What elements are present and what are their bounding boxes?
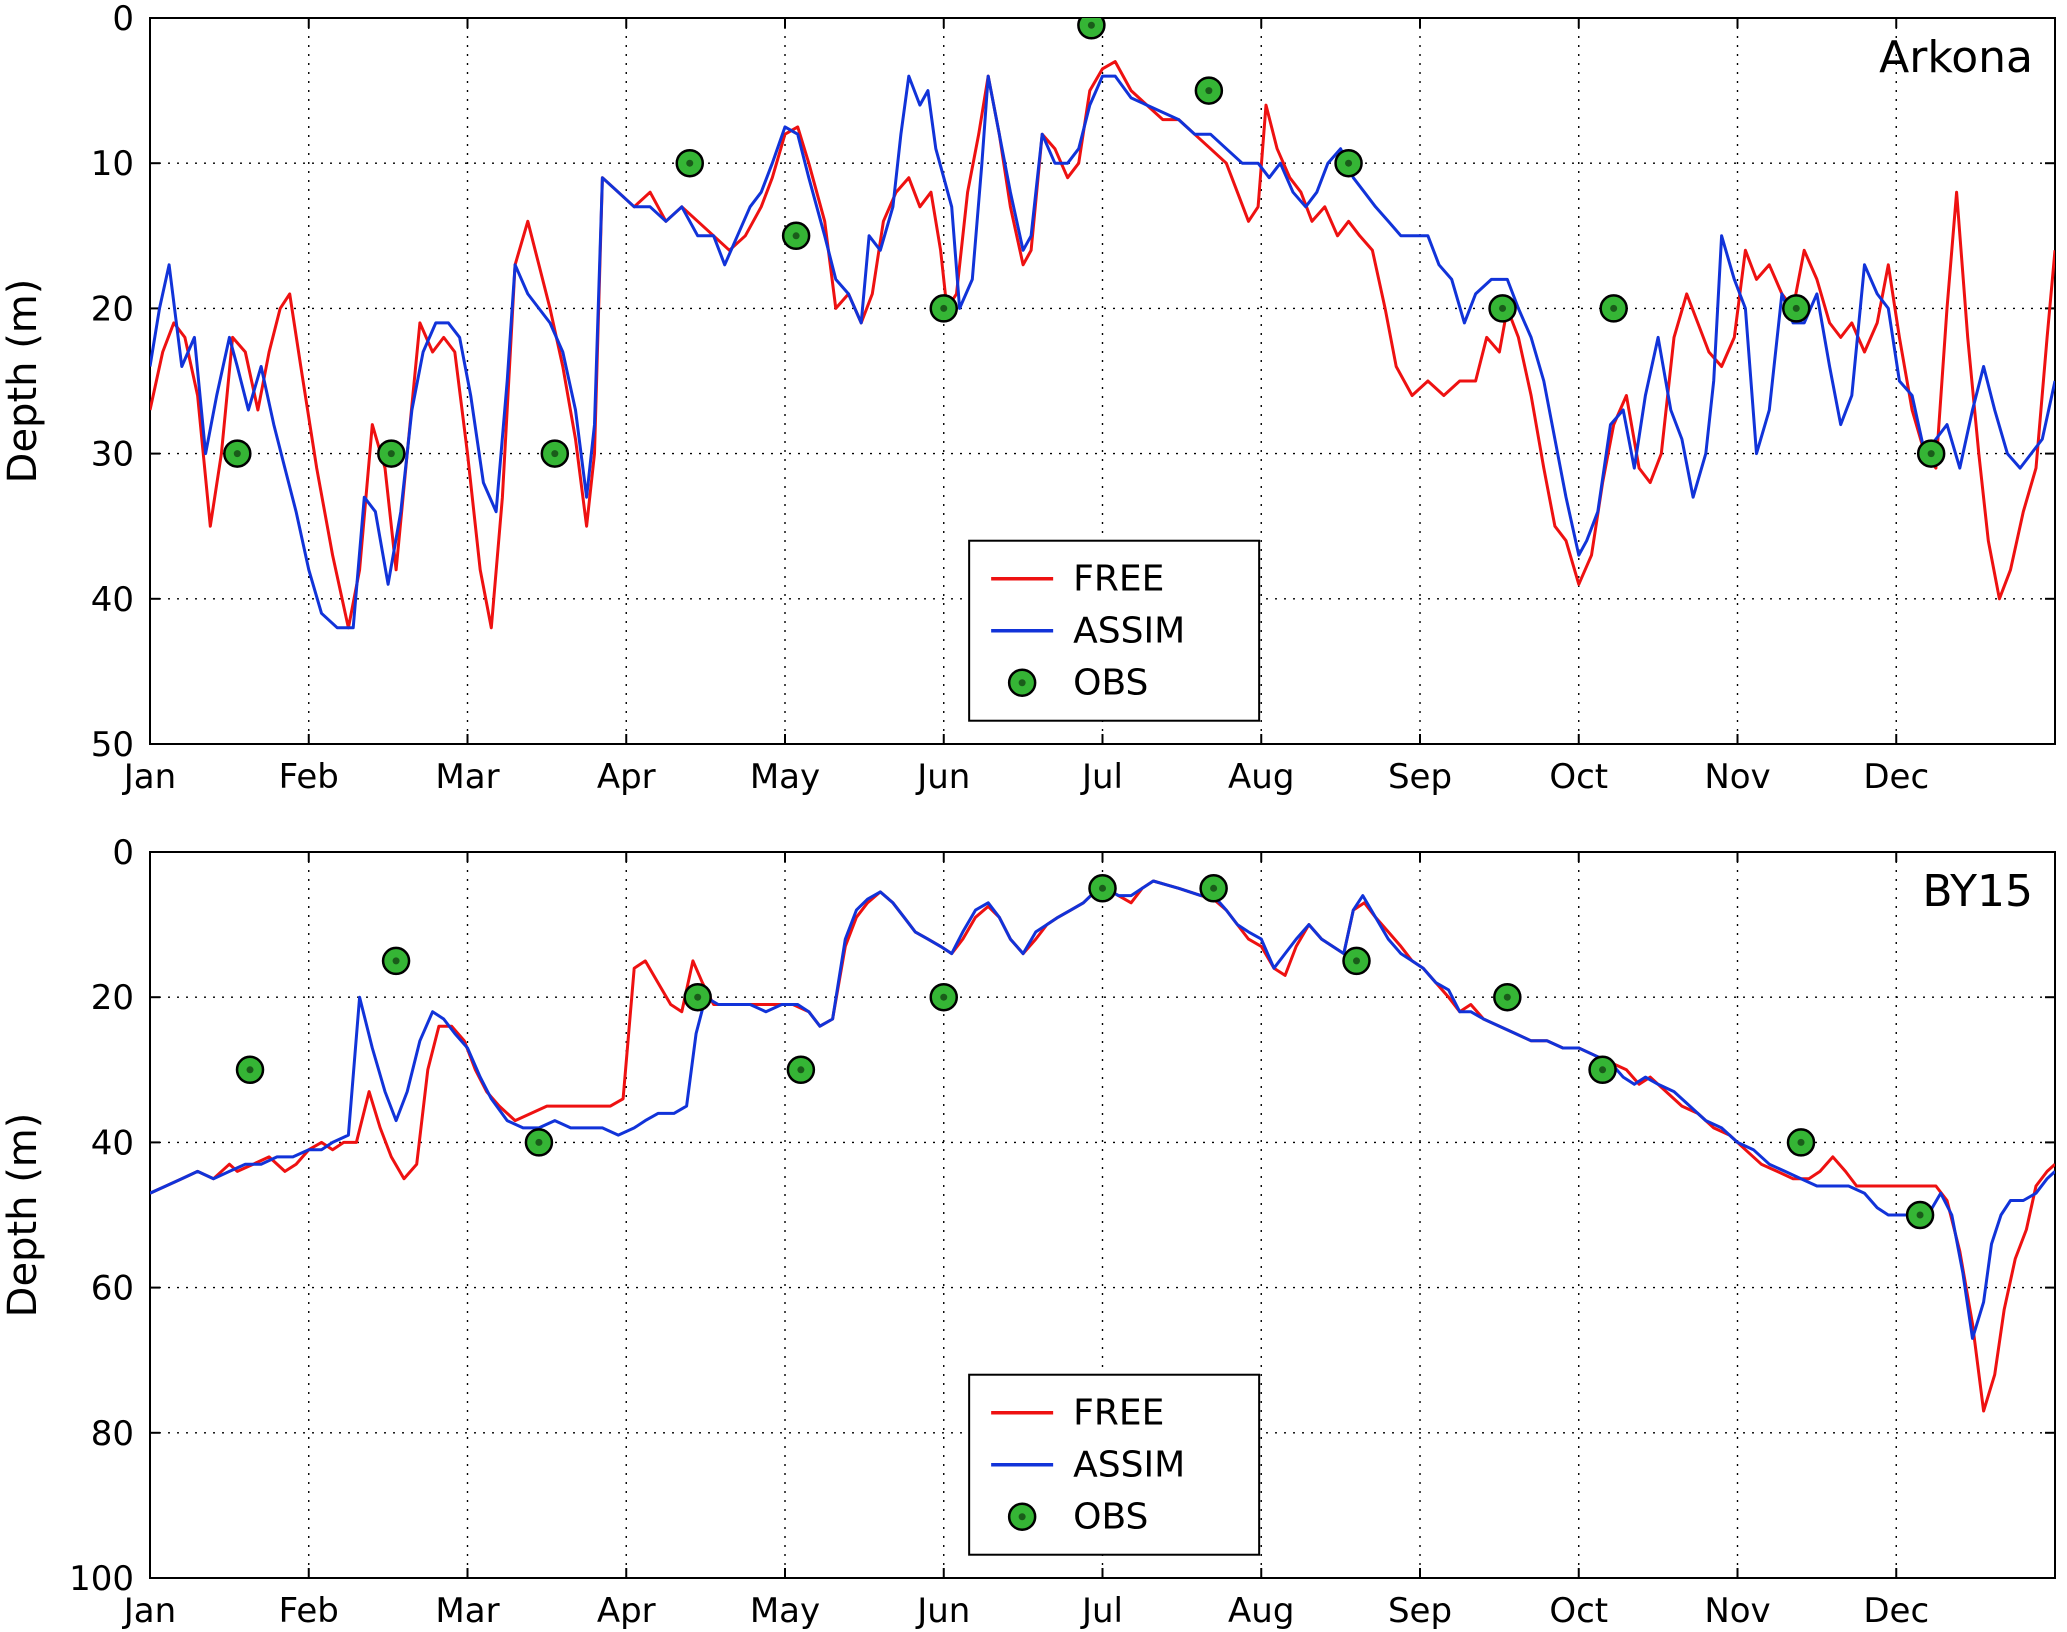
x-tick-label: Apr — [597, 1591, 656, 1631]
obs-marker-center — [1205, 87, 1213, 95]
y-tick-label: 50 — [91, 725, 134, 765]
obs-marker-center — [694, 993, 702, 1001]
series-group — [150, 874, 2055, 1413]
obs-marker-center — [1599, 1066, 1607, 1074]
x-tick-label: Jun — [915, 757, 970, 797]
x-tick-label: Jan — [122, 1591, 176, 1631]
y-tick-label: 20 — [91, 978, 134, 1018]
obs-marker-center — [387, 450, 395, 458]
obs-markers — [223, 18, 1946, 468]
y-tick-label: 40 — [91, 580, 134, 620]
obs-marker-center — [1353, 957, 1360, 965]
legend: FREE ASSIM OBS — [968, 1373, 1261, 1556]
x-tick-label: Jul — [1080, 1591, 1123, 1631]
obs-marker-center — [246, 1066, 254, 1074]
obs-marker-center — [1099, 884, 1106, 892]
y-tick-label: 60 — [91, 1269, 134, 1309]
obs-marker-center — [797, 1066, 805, 1074]
legend-obs-center — [1018, 1513, 1026, 1521]
axis-ticks — [149, 851, 2055, 1579]
x-tick-label: Feb — [279, 1591, 339, 1631]
legend-label: OBS — [1073, 663, 1148, 704]
series-group — [150, 18, 2055, 630]
assim-line — [150, 74, 2055, 630]
x-tick-label: Jun — [915, 1591, 970, 1631]
obs-marker-center — [392, 957, 400, 965]
y-tick-label: 40 — [91, 1123, 134, 1163]
axis-ticks — [149, 17, 2055, 745]
legend: FREE ASSIM OBS — [968, 539, 1261, 722]
x-tick-label: Oct — [1549, 757, 1608, 797]
obs-marker-center — [1345, 159, 1353, 167]
x-tick-label: Aug — [1228, 757, 1294, 797]
x-tick-label: Apr — [597, 757, 656, 797]
obs-marker-center — [1797, 1138, 1805, 1146]
x-tick-label: Feb — [279, 757, 339, 797]
obs-marker-center — [1927, 450, 1935, 458]
x-tick-label: Mar — [435, 1591, 499, 1631]
obs-marker-center — [1210, 884, 1218, 892]
free-line — [150, 60, 2055, 630]
obs-marker-center — [1087, 21, 1095, 29]
legend-label: FREE — [1073, 1393, 1164, 1434]
obs-marker-center — [535, 1138, 543, 1146]
y-tick-label: 100 — [69, 1559, 134, 1599]
y-tick-label: 0 — [112, 0, 134, 39]
y-axis-label: Depth (m) — [0, 279, 46, 484]
y-axis-label: Depth (m) — [0, 1113, 46, 1318]
x-tick-label: May — [750, 1591, 820, 1631]
y-tick-label: 10 — [91, 144, 134, 184]
x-tick-label: Dec — [1863, 757, 1929, 797]
assim-line — [150, 879, 2055, 1340]
x-tick-label: Oct — [1549, 1591, 1608, 1631]
legend-label: ASSIM — [1073, 611, 1185, 652]
obs-marker-center — [1503, 993, 1511, 1001]
obs-marker-center — [686, 159, 694, 167]
x-tick-label: Jan — [122, 757, 176, 797]
x-tick-label: Nov — [1704, 1591, 1770, 1631]
obs-marker-center — [1610, 304, 1618, 312]
x-tick-label: Sep — [1388, 1591, 1452, 1631]
legend-obs-center — [1018, 679, 1026, 687]
obs-marker-center — [551, 450, 559, 458]
obs-marker-center — [1792, 304, 1800, 312]
x-tick-label: Dec — [1863, 1591, 1929, 1631]
y-tick-label: 20 — [91, 289, 134, 329]
x-tick-label: Mar — [435, 757, 499, 797]
obs-marker-center — [940, 304, 948, 312]
obs-marker-center — [1499, 304, 1507, 312]
obs-marker-center — [233, 450, 241, 458]
y-tick-label: 0 — [112, 833, 134, 873]
chart-title: BY15 — [1922, 866, 2033, 917]
y-tick-label: 80 — [91, 1414, 134, 1454]
y-tick-label: 30 — [91, 435, 134, 475]
x-tick-label: Nov — [1704, 757, 1770, 797]
obs-marker-center — [1916, 1211, 1924, 1219]
legend-label: OBS — [1073, 1497, 1148, 1538]
chart-title: Arkona — [1879, 32, 2033, 83]
legend-label: FREE — [1073, 559, 1164, 600]
x-tick-label: May — [750, 757, 820, 797]
obs-marker-center — [792, 232, 800, 240]
obs-marker-center — [940, 993, 948, 1001]
legend-label: ASSIM — [1073, 1445, 1185, 1486]
x-tick-label: Jul — [1080, 757, 1123, 797]
x-tick-label: Sep — [1388, 757, 1452, 797]
x-tick-label: Aug — [1228, 1591, 1294, 1631]
obs-markers — [235, 874, 1935, 1230]
